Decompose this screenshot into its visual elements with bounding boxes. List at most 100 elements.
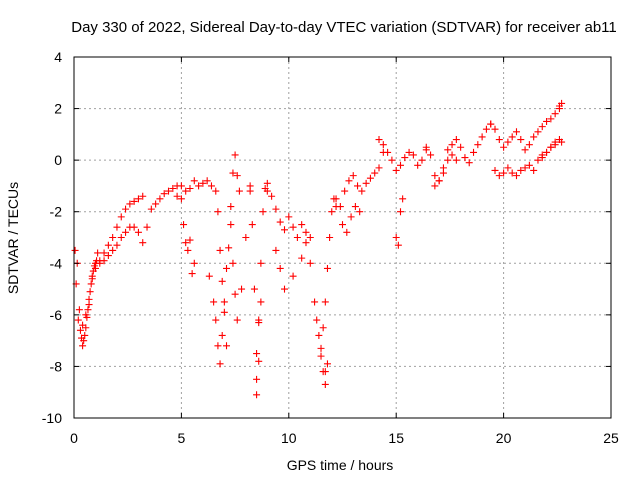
data-point: [113, 241, 121, 249]
data-point: [88, 275, 96, 283]
data-point: [268, 192, 276, 200]
data-point: [182, 187, 190, 195]
data-point: [321, 368, 329, 376]
data-points: [71, 99, 566, 399]
data-point: [248, 221, 256, 229]
data-point: [190, 259, 198, 267]
data-point: [504, 164, 512, 172]
data-point: [250, 285, 258, 293]
data-point: [173, 192, 181, 200]
x-axis-label: GPS time / hours: [287, 457, 394, 473]
data-point: [186, 236, 194, 244]
data-point: [491, 166, 499, 174]
data-point: [534, 128, 542, 136]
data-point: [165, 187, 173, 195]
y-tick-label: 2: [54, 101, 62, 117]
data-point: [84, 306, 92, 314]
y-tick-label: -10: [42, 410, 62, 426]
data-point: [396, 208, 404, 216]
data-point: [263, 179, 271, 187]
data-point: [212, 187, 220, 195]
data-point: [517, 166, 525, 174]
data-point: [195, 182, 203, 190]
data-point: [392, 166, 400, 174]
data-point: [444, 146, 452, 154]
data-point: [231, 290, 239, 298]
data-point: [538, 154, 546, 162]
data-point: [207, 182, 215, 190]
data-point: [508, 169, 516, 177]
data-point: [491, 125, 499, 133]
data-point: [75, 306, 83, 314]
data-point: [276, 264, 284, 272]
data-point: [313, 316, 321, 324]
data-point: [216, 360, 224, 368]
data-point: [109, 246, 117, 254]
y-axis: -10 -8 -6 -4 -2 0 2 4: [42, 49, 611, 426]
x-tick-label: 0: [70, 430, 78, 446]
data-point: [517, 136, 525, 144]
data-point: [508, 133, 516, 141]
data-point: [71, 246, 79, 254]
data-point: [317, 344, 325, 352]
data-point: [74, 316, 82, 324]
data-point: [302, 228, 310, 236]
data-point: [500, 169, 508, 177]
data-point: [253, 350, 261, 358]
y-axis-label: SDTVAR / TECUs: [5, 182, 21, 294]
x-axis: 0 5 10 15 20 25: [70, 57, 619, 446]
data-point: [551, 141, 559, 149]
data-point: [186, 185, 194, 193]
data-point: [81, 331, 89, 339]
data-point: [177, 195, 185, 203]
y-tick-label: -4: [50, 255, 63, 271]
data-point: [399, 195, 407, 203]
data-point: [152, 200, 160, 208]
data-point: [500, 143, 508, 151]
x-tick-label: 10: [281, 430, 297, 446]
data-point: [356, 208, 364, 216]
data-point: [220, 308, 228, 316]
data-point: [379, 141, 387, 149]
x-tick-label: 5: [178, 430, 186, 446]
data-point: [281, 226, 289, 234]
data-point: [225, 244, 233, 252]
data-point: [482, 125, 490, 133]
data-point: [543, 117, 551, 125]
data-point: [530, 133, 538, 141]
data-point: [551, 110, 559, 118]
data-point: [104, 252, 112, 260]
data-point: [427, 151, 435, 159]
data-point: [212, 316, 220, 324]
data-point: [547, 143, 555, 151]
data-point: [156, 195, 164, 203]
data-point: [205, 272, 213, 280]
data-point: [203, 177, 211, 185]
y-tick-label: -2: [50, 204, 63, 220]
data-point: [478, 133, 486, 141]
x-tick-label: 15: [388, 430, 404, 446]
data-point: [317, 352, 325, 360]
data-point: [220, 298, 228, 306]
data-point: [126, 200, 134, 208]
y-tick-label: 0: [54, 152, 62, 168]
data-point: [558, 99, 566, 107]
data-point: [543, 148, 551, 156]
data-point: [242, 234, 250, 241]
data-point: [321, 380, 329, 388]
data-point: [94, 249, 102, 257]
x-tick-label: 25: [603, 430, 619, 446]
data-point: [405, 148, 413, 156]
data-point: [117, 234, 125, 241]
data-point: [246, 187, 254, 195]
data-point: [504, 138, 512, 146]
data-point: [448, 141, 456, 149]
data-point: [392, 234, 400, 241]
data-point: [354, 182, 362, 190]
data-point: [86, 288, 94, 296]
data-point: [311, 298, 319, 306]
data-point: [439, 164, 447, 172]
data-point: [227, 221, 235, 229]
data-point: [263, 187, 271, 195]
